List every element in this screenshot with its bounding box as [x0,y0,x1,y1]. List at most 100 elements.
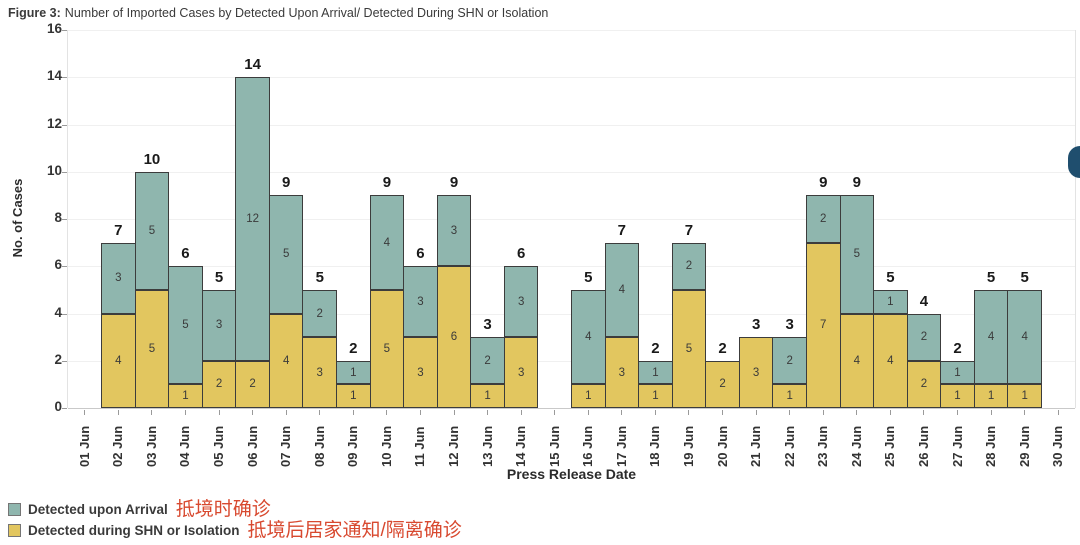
legend: Detected upon Arrival 抵境时确诊 Detected dur… [8,499,462,541]
bar-segment-label: 4 [383,236,391,249]
bar-segment-arrival[interactable]: 1 [336,360,371,385]
bar-segment-label: 4 [282,354,290,367]
legend-item-detected-during-shn[interactable]: Detected during SHN or Isolation 抵境后居家通知… [8,520,462,541]
x-tick-label: 15 Jun [546,425,562,467]
bar-segment-arrival[interactable]: 2 [772,337,807,385]
bar-segment-arrival[interactable]: 12 [235,77,270,361]
bar-segment-label: 1 [182,390,189,403]
x-tick-label: 16 Jun [580,425,596,467]
bar-segment-arrival[interactable]: 3 [503,266,539,338]
gridline [68,266,1075,268]
bar-segment-shn[interactable]: 5 [134,289,170,408]
x-tick-mark [654,410,656,415]
bar-segment-shn[interactable]: 3 [604,337,640,408]
figure-title: Figure 3: Number of Imported Cases by Det… [8,6,548,20]
x-tick-mark [520,410,522,415]
bar-total-label: 9 [382,174,392,192]
x-tick-label: 26 Jun [915,425,931,467]
x-tick-label: 05 Jun [211,425,227,467]
x-tick-label: 20 Jun [714,425,730,467]
bar-segment-label: 5 [148,342,156,355]
bar-segment-arrival[interactable]: 3 [101,242,136,314]
bar-segment-shn[interactable]: 1 [336,384,371,408]
x-tick-mark [453,410,455,415]
bar-total-label: 10 [143,150,161,168]
bar-segment-arrival[interactable]: 5 [268,195,304,314]
x-tick-label: 27 Jun [949,425,965,467]
bar-segment-shn[interactable]: 1 [470,384,505,408]
bar-total-label: 2 [953,339,962,357]
bar-segment-shn[interactable]: 1 [973,384,1009,408]
x-tick-mark [722,410,724,415]
bar-segment-label: 1 [652,390,659,403]
bar-segment-shn[interactable]: 1 [571,384,606,408]
bar-segment-label: 2 [249,378,256,391]
bar-segment-label: 3 [316,366,323,379]
bar-segment-shn[interactable]: 6 [436,266,472,408]
bar-segment-arrival[interactable]: 4 [973,289,1009,385]
bar-segment-arrival[interactable]: 1 [940,360,975,385]
bar-segment-shn[interactable]: 5 [671,289,707,408]
bar-total-label: 6 [516,245,526,263]
legend-annotation-arrival-zh: 抵境时确诊 [175,499,271,520]
bar-segment-shn[interactable]: 7 [805,242,841,408]
bar-segment-shn[interactable]: 5 [369,289,405,408]
bar-segment-shn[interactable]: 2 [201,360,237,408]
bar-segment-arrival[interactable]: 2 [805,195,841,243]
bar-segment-arrival[interactable]: 1 [873,289,908,314]
bar-segment-shn[interactable]: 3 [403,337,438,408]
scroll-right-button[interactable] [1068,146,1080,178]
bar-segment-shn[interactable]: 1 [1007,384,1042,408]
bar-segment-shn[interactable]: 3 [738,337,774,408]
x-tick-mark [789,410,791,415]
bar-segment-shn[interactable]: 4 [268,313,304,408]
y-tick-mark [62,408,67,409]
bar-total-label: 9 [852,174,861,192]
bar-segment-arrival[interactable]: 4 [571,289,606,385]
bar-segment-shn[interactable]: 3 [503,337,539,408]
x-tick-label: 30 Jun [1050,425,1066,467]
x-tick-mark [889,410,891,415]
bar-segment-arrival[interactable]: 4 [369,195,405,290]
bar-segment-shn[interactable]: 1 [168,384,203,408]
x-tick-mark [990,410,992,415]
bar-segment-shn[interactable]: 2 [906,360,942,408]
bar-segment-arrival[interactable]: 5 [134,171,170,290]
legend-item-detected-upon-arrival[interactable]: Detected upon Arrival 抵境时确诊 [8,499,462,520]
bar-segment-shn[interactable]: 4 [101,313,136,408]
x-tick-label: 18 Jun [647,425,663,467]
bar-segment-arrival[interactable]: 2 [671,242,707,290]
bar-total-label: 5 [1020,268,1029,286]
bar-segment-shn[interactable]: 3 [302,337,338,408]
bar-segment-shn[interactable]: 1 [772,384,807,408]
bar-segment-label: 1 [350,366,357,379]
bar-segment-label: 3 [618,366,626,379]
bar-segment-arrival[interactable]: 3 [436,195,472,267]
bar-segment-label: 2 [484,354,491,367]
bar-segment-shn[interactable]: 4 [873,313,908,408]
bar-segment-label: 4 [1021,331,1028,344]
x-tick-label: 13 Jun [479,425,495,467]
figure-title-text: Number of Imported Cases by Detected Upo… [64,6,549,20]
bar-segment-arrival[interactable]: 1 [638,360,673,385]
bar-segment-arrival[interactable]: 3 [403,266,438,338]
x-tick-label: 02 Jun [110,425,126,467]
bar-total-label: 5 [315,268,324,286]
x-tick-mark [621,410,623,415]
bar-segment-arrival[interactable]: 4 [1007,289,1042,385]
bar-segment-arrival[interactable]: 2 [906,313,942,361]
bar-segment-shn[interactable]: 2 [705,360,740,408]
bar-segment-arrival[interactable]: 5 [168,266,203,385]
bar-segment-arrival[interactable]: 5 [839,195,875,314]
bar-segment-shn[interactable]: 1 [940,384,975,408]
x-axis-line [68,408,1075,409]
bar-segment-arrival[interactable]: 4 [604,242,640,338]
bar-segment-arrival[interactable]: 3 [201,289,237,361]
bar-segment-label: 4 [115,354,122,367]
bar-segment-shn[interactable]: 1 [638,384,673,408]
bar-segment-arrival[interactable]: 2 [470,337,505,385]
bar-segment-arrival[interactable]: 2 [302,289,338,338]
bar-segment-shn[interactable]: 4 [839,313,875,408]
bar-segment-shn[interactable]: 2 [235,360,270,408]
bar-total-label: 9 [449,174,459,192]
